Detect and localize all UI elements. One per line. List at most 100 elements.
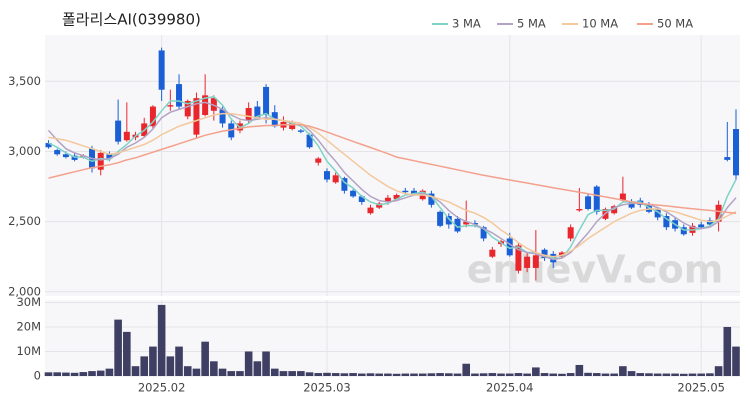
volume-bar: [697, 373, 705, 376]
volume-bar: [619, 366, 627, 376]
candle-body: [593, 186, 600, 212]
volume-bar: [427, 373, 436, 376]
volume-bar: [671, 373, 679, 376]
candle-body: [184, 100, 191, 117]
volume-bar: [514, 373, 523, 376]
candle-body: [628, 201, 635, 208]
volume-bar: [305, 372, 314, 376]
candle-body: [245, 107, 252, 121]
candle-body: [193, 98, 200, 135]
volume-bar: [62, 372, 70, 376]
legend-label: 50 MA: [657, 17, 693, 31]
volume-bar: [505, 373, 514, 376]
volume-bar: [166, 356, 175, 376]
volume-bar: [149, 346, 157, 376]
volume-bar: [636, 373, 645, 376]
volume-bar: [340, 373, 349, 376]
volume-bar: [471, 373, 479, 376]
candle-body: [254, 106, 261, 118]
volume-bar: [288, 371, 296, 376]
volume-bar: [253, 361, 262, 376]
candle-body: [350, 190, 357, 197]
volume-bar: [584, 372, 592, 376]
candle-body: [202, 95, 209, 115]
legend-label: 3 MA: [452, 17, 481, 31]
candle-body: [463, 221, 470, 225]
candle-body: [733, 129, 739, 176]
candle-body: [698, 224, 705, 228]
volume-bar: [157, 304, 166, 376]
y-tick-label: 0: [34, 369, 41, 383]
volume-bar: [558, 373, 566, 376]
volume-bar: [331, 373, 340, 376]
watermark: enlievV.com: [467, 248, 724, 292]
volume-bar: [549, 373, 558, 376]
candle-body: [445, 216, 452, 225]
volume-bar: [314, 373, 323, 376]
volume-bar: [366, 373, 375, 376]
candle-body: [176, 84, 183, 107]
candle-body: [524, 256, 531, 268]
volume-bar: [479, 373, 488, 376]
volume-bar: [714, 366, 723, 376]
y-tick-label: 30M: [16, 295, 41, 309]
volume-bar: [201, 341, 209, 376]
volume-bar: [401, 373, 410, 376]
candle-body: [149, 106, 156, 127]
volume-bar: [410, 373, 418, 376]
candle-body: [576, 209, 583, 211]
volume-bar: [540, 373, 549, 376]
candle-body: [715, 204, 722, 222]
volume-bar: [349, 373, 357, 376]
candle-body: [724, 157, 731, 160]
volume-bar: [497, 373, 505, 376]
x-tick-label: 2025.05: [677, 381, 725, 395]
candle-body: [541, 249, 548, 259]
candle-body: [62, 154, 69, 158]
volume-bar: [210, 361, 218, 376]
volume-bar: [723, 326, 732, 376]
volume-bar: [384, 373, 392, 376]
candle-body: [506, 238, 513, 256]
volume-bar: [105, 368, 114, 376]
volume-bar: [662, 373, 671, 376]
volume-bar: [575, 364, 584, 376]
candle-body: [532, 255, 539, 268]
y-tick-label: 3,000: [8, 144, 41, 158]
volume-bar: [270, 368, 279, 376]
volume-bar: [123, 331, 131, 376]
volume-bar: [566, 373, 575, 376]
candle-body: [489, 249, 496, 257]
candle-body: [219, 109, 226, 124]
candle-body: [402, 190, 409, 193]
candle-body: [123, 131, 130, 141]
volume-bar: [436, 373, 444, 376]
candle-body: [315, 158, 322, 163]
volume-bar: [679, 373, 688, 376]
candle-body: [437, 211, 444, 226]
candle-body: [115, 120, 122, 142]
y-tick-label: 3,500: [8, 74, 41, 88]
volume-bar: [262, 351, 270, 376]
volume-bar: [592, 373, 601, 376]
candle-body: [341, 178, 348, 191]
volume-bar: [53, 372, 62, 376]
ma-line: [47, 101, 737, 261]
candle-body: [358, 196, 365, 202]
candle-body: [167, 105, 174, 107]
candle-body: [411, 190, 418, 194]
volume-bar: [244, 351, 253, 376]
y-tick-label: 2,500: [8, 214, 41, 228]
candle-body: [384, 197, 391, 202]
candle-body: [297, 130, 304, 132]
x-tick-label: 2025.03: [303, 381, 351, 395]
ma-line: [48, 124, 737, 214]
chart-title: 폴라리스AI(039980): [62, 11, 201, 29]
volume-bar: [297, 371, 305, 376]
volume-bar: [706, 373, 714, 376]
ma-line: [48, 112, 737, 258]
volume-bar: [183, 366, 192, 376]
volume-bar: [131, 366, 140, 376]
candle-body: [454, 218, 461, 232]
